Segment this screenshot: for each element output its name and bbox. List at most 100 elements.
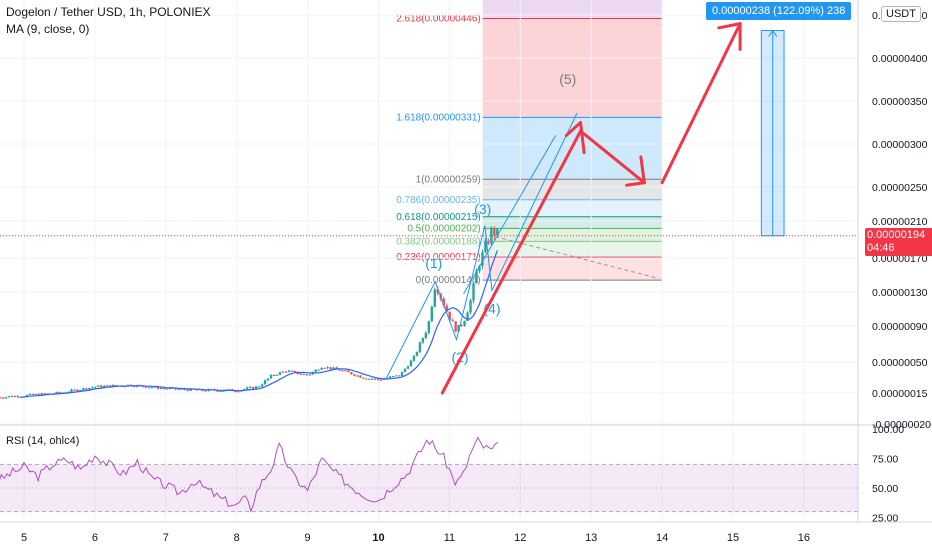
candle-body	[94, 386, 97, 388]
arrow-head	[564, 121, 586, 155]
candle-body	[195, 389, 198, 391]
candle-body	[415, 351, 419, 356]
candle-body	[79, 390, 82, 392]
candle-body	[88, 387, 91, 390]
fib-level-label: 0.382(0.00000188)	[396, 236, 481, 247]
candle-body	[85, 388, 88, 390]
candle-body	[475, 271, 478, 284]
candle-body	[308, 374, 311, 376]
candle-body	[257, 386, 261, 388]
measure-label: 0.00000238 (122.09%) 238	[706, 2, 852, 20]
candle-body	[31, 393, 34, 395]
candle-body	[144, 386, 148, 388]
candle-body	[103, 385, 106, 388]
price-range-measure[interactable]	[760, 29, 785, 237]
candle-body	[448, 311, 451, 321]
candle-body	[16, 396, 20, 398]
candle-body	[377, 378, 380, 380]
candle-body	[177, 389, 180, 391]
candle-body	[37, 394, 40, 396]
arrow-segment	[660, 22, 742, 185]
candle-body	[19, 396, 23, 398]
x-tick-label: 11	[444, 532, 455, 544]
candle-body	[272, 374, 276, 376]
candle-body	[418, 342, 422, 352]
candle-body	[73, 389, 76, 391]
candle-body	[7, 396, 11, 398]
candle-body	[76, 389, 79, 392]
candle-body	[266, 378, 270, 381]
fib-zone	[482, 179, 663, 200]
candle-body	[463, 321, 466, 326]
y-tick-label: 0.00000210	[872, 216, 928, 228]
y-tick-label: 0.00000090	[872, 321, 928, 333]
candle-body	[216, 390, 219, 392]
candle-body	[347, 370, 350, 373]
x-tick-label: 10	[372, 532, 384, 544]
x-tick-label: 15	[727, 532, 739, 544]
candle-body	[397, 375, 401, 377]
candle-body	[10, 396, 14, 398]
candle-body	[379, 379, 383, 381]
x-tick-label: 5	[21, 532, 27, 544]
candle-body	[168, 388, 171, 390]
candle-body	[165, 388, 168, 390]
candle-body	[359, 375, 362, 378]
candle-body	[481, 252, 484, 267]
candle-body	[114, 385, 118, 387]
y-tick-label: 0.00000050	[872, 357, 928, 369]
candle-body	[320, 367, 323, 370]
fib-level-label: 0.786(0.00000235)	[396, 195, 481, 206]
rsi-indicator-label[interactable]: RSI (14, ohlc4)	[6, 435, 80, 447]
candle-body	[344, 370, 347, 372]
candle-body	[245, 387, 249, 390]
y-tick-label: 0.00000130	[872, 287, 928, 299]
candle-body	[186, 389, 189, 391]
candle-body	[412, 355, 416, 361]
candle-body	[341, 370, 344, 372]
y-tick-label: 0.00000170	[872, 253, 928, 265]
candle-body	[305, 374, 308, 376]
x-tick-label: 16	[798, 532, 810, 544]
candle-body	[353, 374, 356, 376]
candle-body	[55, 392, 58, 394]
candle-body	[106, 385, 109, 387]
fib-level-label: 1.618(0.00000331)	[396, 112, 481, 123]
candle-body	[189, 388, 192, 391]
candle-body	[34, 394, 37, 396]
grid	[0, 0, 858, 522]
currency-badge[interactable]: USDT	[881, 6, 921, 22]
y-tick-label: -0.00000020	[872, 419, 931, 431]
fibonacci-retracement[interactable]: 0(0.00000144)0.236(0.00000171)0.382(0.00…	[396, 0, 663, 286]
candle-body	[409, 360, 413, 367]
candle-body	[4, 397, 8, 399]
candle-body	[433, 289, 436, 307]
candle-body	[391, 376, 395, 378]
candle-body	[275, 374, 279, 376]
candle-body	[332, 367, 335, 370]
projection-arrows[interactable]	[440, 22, 742, 395]
candle-body	[162, 388, 166, 390]
candle-body	[109, 385, 112, 388]
x-tick-label: 13	[585, 532, 597, 544]
rsi-tick-label: 50.00	[872, 483, 898, 495]
fib-zone	[482, 228, 663, 242]
rsi-line	[0, 436, 498, 513]
price-tag-value: 0.00000194	[867, 229, 926, 241]
candle-body	[430, 306, 434, 322]
candle-body	[388, 376, 392, 378]
candle-body	[293, 371, 297, 373]
candle-body	[70, 389, 73, 393]
fib-zone	[482, 216, 663, 229]
symbol-title[interactable]: Dogelon / Tether USD, 1h, POLONIEX	[6, 5, 211, 19]
candle-body	[159, 388, 163, 390]
ma-indicator-label[interactable]: MA (9, close, 0)	[6, 22, 90, 36]
candle-body	[299, 373, 302, 375]
candle-body	[91, 387, 94, 389]
candle-body	[260, 384, 264, 387]
y-tick-label: 0.00000400	[872, 53, 928, 65]
y-tick-label: 0.00000250	[872, 182, 928, 194]
candle-body	[323, 367, 326, 369]
fib-level-label: 0.5(0.00000202)	[407, 223, 480, 234]
